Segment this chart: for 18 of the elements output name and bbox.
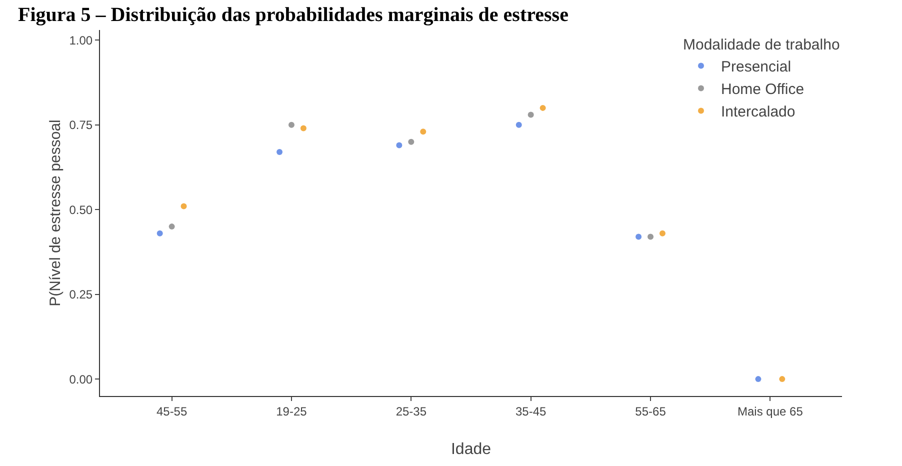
y-tick-label: 0.75 xyxy=(69,118,93,132)
x-tick-label: 35-45 xyxy=(515,404,547,418)
y-axis-title: P(Nível de estresse pessoal xyxy=(47,120,64,306)
x-tick-label: 19-25 xyxy=(276,404,308,418)
x-tick-label: 45-55 xyxy=(156,404,188,418)
x-axis-title: Idade xyxy=(450,441,492,458)
legend-label: Intercalado xyxy=(721,104,796,121)
y-tick-label: 0.00 xyxy=(69,372,93,386)
legend-title: Modalidade de trabalho xyxy=(683,36,840,54)
legend-label: Presencial xyxy=(721,58,792,76)
x-tick-label: Mais que 65 xyxy=(738,404,804,418)
legend-label: Home Office xyxy=(721,81,804,98)
chart-title: Figura 5 – Distribuição das probabilidades marginais de estresse xyxy=(18,4,569,26)
x-tick-label: 55-65 xyxy=(635,404,666,418)
y-tick-label: 1.00 xyxy=(69,33,93,48)
y-tick-label: 0.25 xyxy=(69,288,93,302)
y-tick-label: 0.50 xyxy=(69,202,93,217)
x-tick-label: 25-35 xyxy=(396,404,427,418)
